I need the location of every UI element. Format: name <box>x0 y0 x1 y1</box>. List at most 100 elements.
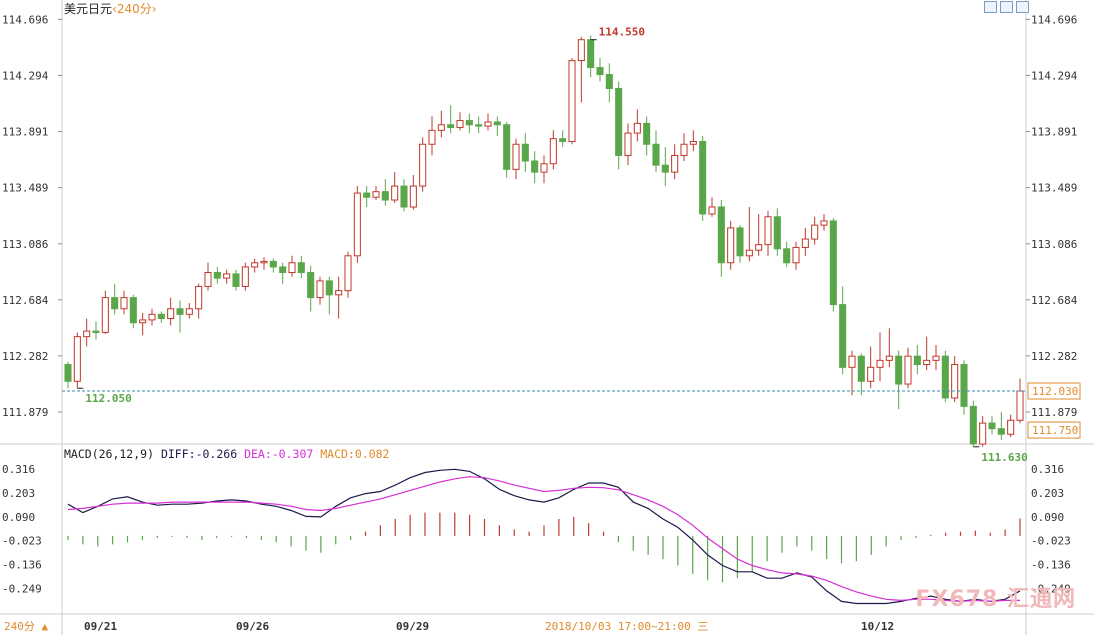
candle-body <box>372 191 380 198</box>
candle-body <box>624 132 632 156</box>
candle <box>484 113 492 131</box>
candle <box>531 151 539 184</box>
candle-body <box>335 290 343 296</box>
candle <box>792 241 800 270</box>
chart-type-icon[interactable] <box>1000 1 1013 13</box>
candle <box>764 211 772 256</box>
macd-panel <box>67 468 1021 605</box>
x-tick-label: 09/21 <box>84 620 117 633</box>
axis-layer: 114.696 114.696 114.294 114.294 113.891 113.8… <box>2 13 1081 633</box>
candle <box>736 225 744 263</box>
candle <box>344 251 352 298</box>
candle <box>876 332 884 382</box>
candle-body <box>325 280 333 296</box>
price-tick-label-right: 113.086 <box>1031 238 1077 251</box>
macd-value: MACD:0.082 <box>320 447 390 461</box>
price-tick-label-right: 112.684 <box>1031 294 1078 307</box>
candle-body <box>111 297 119 310</box>
candle <box>391 172 399 203</box>
candle-body <box>1007 419 1015 435</box>
candle-body <box>204 272 212 287</box>
price-tick-label-right: 114.696 <box>1031 13 1077 26</box>
candle-body <box>391 185 399 201</box>
candle-body <box>363 192 371 198</box>
candle-body <box>717 206 725 264</box>
candle-body <box>381 191 389 201</box>
candle <box>708 197 716 217</box>
candle-body <box>157 313 165 320</box>
candle <box>820 213 828 231</box>
candle-body <box>465 120 473 126</box>
candle-body <box>428 129 436 145</box>
candle-body <box>885 355 893 361</box>
candle-body <box>223 273 231 279</box>
candle <box>979 416 987 447</box>
candle <box>633 109 641 142</box>
price-tick-label-right: 112.282 <box>1031 350 1077 363</box>
candle <box>904 347 912 389</box>
candle-body <box>279 266 287 274</box>
candle <box>456 112 464 131</box>
candle <box>1007 414 1015 438</box>
candle <box>540 155 548 184</box>
candle-body <box>120 297 128 310</box>
indicator-toggle-icon[interactable] <box>984 1 997 13</box>
dea-line <box>67 476 1020 603</box>
candle <box>932 345 940 371</box>
candle-body <box>736 227 744 257</box>
candle <box>848 350 856 396</box>
candle-body <box>643 122 651 145</box>
candle-body <box>605 74 613 89</box>
price-tick-label-right: 114.294 <box>1031 69 1078 82</box>
candle-body <box>951 364 959 399</box>
period-label[interactable]: ‹240分› <box>112 2 157 16</box>
candle-body <box>353 192 361 257</box>
candle-body <box>213 272 221 279</box>
x-tick-label: 10/12 <box>861 620 894 633</box>
macd-tick-label-right: 0.090 <box>1031 511 1064 524</box>
candle-body <box>73 336 81 382</box>
candle <box>652 130 660 173</box>
macd-tick-label-right: -0.023 <box>1031 535 1071 548</box>
price-tick-label-right: 113.891 <box>1031 126 1077 139</box>
candle-body <box>400 185 408 208</box>
candle-body <box>979 422 987 445</box>
candle-body <box>960 364 968 407</box>
candle-body <box>857 355 865 382</box>
macd-tick-label-right: -0.136 <box>1031 559 1071 572</box>
candle <box>213 266 221 284</box>
candle-body <box>316 280 324 299</box>
candle <box>111 283 119 315</box>
macd-tick-label-left: 0.203 <box>2 487 35 500</box>
candle-body <box>923 359 931 366</box>
candle-body <box>829 220 837 306</box>
candle-body <box>633 122 641 134</box>
candle <box>745 206 753 262</box>
next-arrow-icon[interactable] <box>1016 1 1029 13</box>
candle-body <box>419 143 427 187</box>
candle-body <box>867 366 875 382</box>
candle <box>689 130 697 152</box>
candle-body <box>568 60 576 142</box>
candle-body <box>101 297 109 333</box>
candle <box>148 308 156 326</box>
candle <box>661 147 669 187</box>
current-price-label: 112.030 <box>1032 385 1078 398</box>
candle <box>885 328 893 368</box>
candle <box>829 218 837 312</box>
candle <box>232 269 240 291</box>
candle <box>400 179 408 212</box>
candle-body <box>531 160 539 173</box>
candle-body <box>344 255 352 292</box>
candle <box>64 361 72 389</box>
candle-body <box>848 355 856 368</box>
candle-body <box>251 262 259 268</box>
candle-body <box>493 121 501 126</box>
candle <box>297 255 305 279</box>
macd-diff: DIFF:-0.266 <box>160 447 238 461</box>
macd-tick-label-right: 0.203 <box>1031 487 1064 500</box>
candle <box>755 213 763 256</box>
candle-body <box>437 124 445 131</box>
candle-body <box>269 260 277 268</box>
